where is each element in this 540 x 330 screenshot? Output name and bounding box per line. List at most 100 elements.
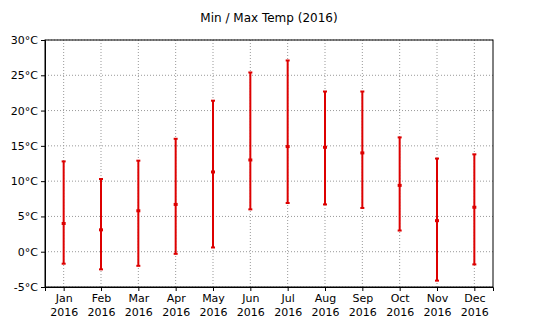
grid-line-x [138,40,139,287]
range-bar [436,159,438,281]
x-tick-label-line: May [202,292,225,305]
y-tick-mark [41,252,45,253]
chart-title: Min / Max Temp (2016) [200,11,337,25]
range-bar [473,154,475,264]
min-cap [62,263,66,265]
range-bar [63,161,65,263]
x-tick-label-line: Nov [427,292,449,305]
grid-line-y [45,216,493,217]
mean-marker [435,219,439,222]
range-bar [100,179,102,269]
x-tick-label-line: 2016 [237,306,265,319]
y-tick-mark [41,40,45,41]
x-tick: Mar2016 [125,287,153,319]
x-tick-label-line: Apr [167,292,187,305]
y-tick-mark [41,111,45,112]
range-bar [249,72,251,209]
mean-marker [323,146,327,149]
x-tick-mark [250,287,251,291]
x-tick-mark [288,287,289,291]
x-tick: Jul2016 [274,287,302,319]
x-tick-mark [64,287,65,291]
marks [62,60,477,280]
y-tick: 10°C [11,175,45,188]
x-tick-label-line: 2016 [461,306,489,319]
x-tick-mark [138,287,139,291]
x-tick-label-line: 2016 [162,306,190,319]
mean-marker [211,170,215,173]
grid-line-x [250,40,251,287]
x-tick-label: Nov2016 [424,292,452,319]
y-axis-line [41,41,46,288]
x-tick: May2016 [200,287,228,319]
x-axis-line [46,288,494,292]
y-tick-label: 20°C [11,105,38,118]
max-cap [323,91,327,93]
x-tick-label-line: Jan [55,292,73,305]
range-bar [212,101,214,248]
x-tick: Nov2016 [424,287,452,319]
x-tick-label: Oct2016 [386,292,414,319]
y-tick-label: 0°C [18,246,38,259]
max-cap [472,153,476,155]
y-tick: 25°C [11,69,45,82]
x-tick-label: Jul2016 [274,292,302,319]
grid [45,40,493,287]
x-tick: Apr2016 [162,287,190,319]
mean-marker [174,203,178,206]
y-tick-mark [41,216,45,217]
max-cap [211,100,215,102]
mean-marker [360,151,364,154]
x-tick-label-line: Dec [464,292,485,305]
x-tick-label-line: Oct [391,292,411,305]
x-tick-label-line: Feb [92,292,111,305]
range-bar [399,137,401,230]
x-tick-mark [325,287,326,291]
y-tick-mark [41,75,45,76]
y-tick-mark [41,181,45,182]
plot: -5°C0°C5°C10°C15°C20°C25°C30°CJan2016Feb… [11,34,494,319]
mean-marker [99,228,103,231]
chart-svg: Min / Max Temp (2016)-5°C0°C5°C10°C15°C2… [0,0,540,330]
x-tick-label: May2016 [200,292,228,319]
grid-line-y [45,251,493,252]
grid-line-x [213,40,214,287]
y-tick: -5°C [14,281,45,294]
grid-line-x [399,40,400,287]
x-tick-mark [474,287,475,291]
range-bar [175,139,177,254]
max-cap [360,91,364,93]
x-tick-label-line: 2016 [312,306,340,319]
x-tick-label-line: Sep [352,292,373,305]
x-tick-label-line: 2016 [349,306,377,319]
x-tick: Dec2016 [461,287,489,319]
x-tick-label: Dec2016 [461,292,489,319]
max-cap [136,160,140,162]
x-tick-label: Aug2016 [312,292,340,319]
mean-marker [248,158,252,161]
x-tick-mark [101,287,102,291]
range-bar [361,92,363,208]
x-tick-label-line: 2016 [50,306,78,319]
y-tick-label: -5°C [14,281,38,294]
x-tick-label: Sep2016 [349,292,377,319]
y-tick: 0°C [18,246,45,259]
x-axis: Jan2016Feb2016Mar2016Apr2016May2016Jun20… [46,287,494,319]
y-tick: 30°C [11,34,45,47]
min-cap [286,202,290,204]
x-tick-label-line: 2016 [88,306,116,319]
grid-line-y [45,181,493,182]
grid-line-x [474,40,475,287]
x-tick-mark [176,287,177,291]
x-tick-mark [437,287,438,291]
range-bar [324,92,326,205]
x-tick: Aug2016 [312,287,340,319]
x-tick-mark [213,287,214,291]
x-tick: Jun2016 [237,287,265,319]
grid-line-x [101,40,102,287]
x-tick-label: Mar2016 [125,292,153,319]
grid-line-y [45,145,493,146]
min-cap [398,230,402,232]
min-cap [248,208,252,210]
y-tick-label: 25°C [11,69,38,82]
